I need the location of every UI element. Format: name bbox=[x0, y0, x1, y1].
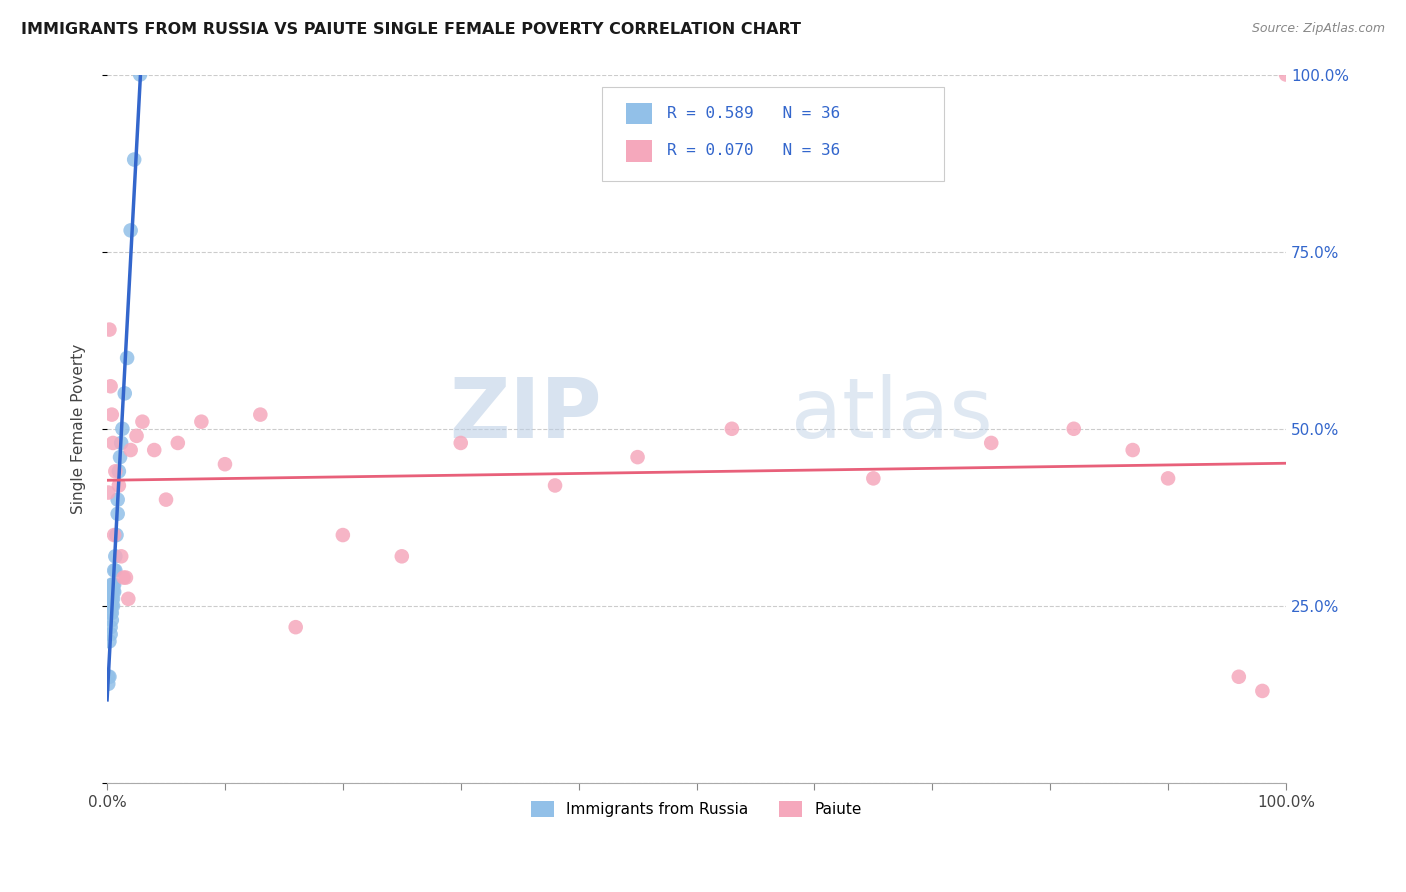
Point bbox=[104, 549, 127, 564]
Point bbox=[122, 153, 145, 167]
Point bbox=[391, 549, 413, 564]
Point bbox=[1227, 670, 1250, 684]
Point bbox=[98, 634, 121, 648]
Point bbox=[97, 670, 120, 684]
Point bbox=[120, 443, 142, 458]
Point bbox=[115, 351, 138, 365]
Point bbox=[249, 408, 271, 422]
Point bbox=[980, 436, 1002, 450]
Point bbox=[332, 528, 354, 542]
Point bbox=[110, 549, 132, 564]
Point bbox=[101, 599, 124, 613]
FancyBboxPatch shape bbox=[602, 87, 943, 181]
Point bbox=[100, 620, 122, 634]
Point bbox=[108, 450, 131, 464]
Point bbox=[97, 485, 120, 500]
Point bbox=[100, 379, 122, 393]
Point bbox=[544, 478, 567, 492]
Point bbox=[131, 415, 153, 429]
Point bbox=[101, 408, 124, 422]
Point bbox=[101, 591, 124, 606]
Point bbox=[626, 450, 648, 464]
Point bbox=[129, 68, 152, 82]
Point bbox=[101, 591, 124, 606]
Point bbox=[1157, 471, 1180, 485]
Point bbox=[103, 577, 125, 591]
Point bbox=[103, 528, 125, 542]
Text: R = 0.070   N = 36: R = 0.070 N = 36 bbox=[666, 143, 841, 158]
Point bbox=[115, 570, 138, 584]
Point bbox=[98, 670, 121, 684]
Point bbox=[1251, 684, 1274, 698]
Point bbox=[105, 528, 128, 542]
Text: Source: ZipAtlas.com: Source: ZipAtlas.com bbox=[1251, 22, 1385, 36]
Text: ZIP: ZIP bbox=[450, 374, 602, 455]
Point bbox=[450, 436, 472, 450]
Point bbox=[190, 415, 212, 429]
Point bbox=[103, 564, 125, 578]
Point bbox=[125, 429, 148, 443]
Point bbox=[107, 507, 129, 521]
Point bbox=[101, 436, 124, 450]
Point bbox=[101, 599, 124, 613]
Point bbox=[97, 677, 120, 691]
Point bbox=[862, 471, 884, 485]
Point bbox=[112, 570, 135, 584]
Text: IMMIGRANTS FROM RUSSIA VS PAIUTE SINGLE FEMALE POVERTY CORRELATION CHART: IMMIGRANTS FROM RUSSIA VS PAIUTE SINGLE … bbox=[21, 22, 801, 37]
Point bbox=[101, 584, 124, 599]
Point bbox=[110, 436, 132, 450]
Point bbox=[103, 584, 125, 599]
Point bbox=[101, 613, 124, 627]
Point bbox=[101, 606, 124, 620]
Point bbox=[117, 591, 139, 606]
Point bbox=[100, 606, 122, 620]
Point bbox=[1275, 68, 1298, 82]
Point bbox=[100, 591, 122, 606]
FancyBboxPatch shape bbox=[626, 103, 652, 124]
Point bbox=[166, 436, 188, 450]
Point bbox=[120, 223, 142, 237]
Text: atlas: atlas bbox=[790, 374, 993, 455]
Point bbox=[114, 386, 136, 401]
Point bbox=[98, 322, 121, 336]
Point bbox=[100, 627, 122, 641]
Point bbox=[104, 464, 127, 478]
Point bbox=[214, 457, 236, 471]
Legend: Immigrants from Russia, Paiute: Immigrants from Russia, Paiute bbox=[523, 794, 869, 825]
Point bbox=[155, 492, 177, 507]
Point bbox=[104, 564, 127, 578]
Point bbox=[100, 599, 122, 613]
Point bbox=[101, 577, 124, 591]
Point bbox=[1122, 443, 1144, 458]
Point bbox=[721, 422, 744, 436]
Point bbox=[143, 443, 166, 458]
Point bbox=[108, 478, 131, 492]
Point bbox=[107, 492, 129, 507]
Point bbox=[108, 464, 131, 478]
Point bbox=[284, 620, 307, 634]
Y-axis label: Single Female Poverty: Single Female Poverty bbox=[72, 343, 86, 514]
Point bbox=[101, 577, 124, 591]
Point bbox=[111, 422, 134, 436]
Point bbox=[1063, 422, 1085, 436]
FancyBboxPatch shape bbox=[626, 140, 652, 161]
Point bbox=[101, 584, 124, 599]
Text: R = 0.589   N = 36: R = 0.589 N = 36 bbox=[666, 106, 841, 121]
